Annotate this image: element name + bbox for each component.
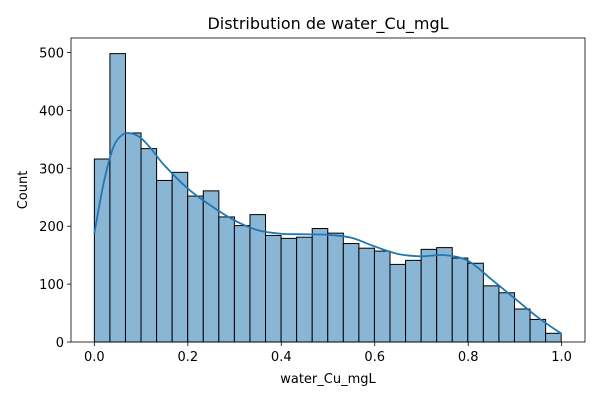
- histogram-bar: [156, 179, 173, 343]
- histogram-bar: [202, 190, 220, 343]
- histogram-bar: [513, 308, 531, 343]
- histogram-bar: [171, 171, 189, 343]
- histogram-bar: [498, 292, 515, 343]
- x-tick-label: 0.6: [364, 350, 385, 365]
- histogram-bar: [451, 257, 469, 343]
- y-tick-label: 0: [56, 336, 64, 351]
- y-tick-label: 200: [39, 220, 64, 235]
- histogram-bar: [482, 285, 500, 343]
- histogram-bar: [249, 214, 267, 343]
- histogram-bar: [358, 247, 375, 343]
- histogram-bar: [467, 262, 484, 343]
- histogram-bar: [124, 132, 142, 343]
- y-tick-label: 400: [39, 104, 64, 119]
- y-tick-label: 500: [39, 46, 64, 61]
- histogram-bar: [389, 263, 407, 343]
- histogram-bar: [405, 259, 422, 343]
- histogram-bar: [265, 234, 282, 343]
- histogram-bar: [529, 318, 547, 343]
- y-tick-label: 300: [39, 162, 64, 177]
- histogram-bar: [187, 195, 204, 343]
- histogram-bar: [140, 148, 158, 343]
- y-tick-label: 100: [39, 278, 64, 293]
- histogram-bar: [311, 228, 329, 343]
- histogram-bars: [93, 53, 562, 343]
- histogram-bar: [109, 53, 126, 343]
- x-tick-label: 0.4: [271, 350, 292, 365]
- histogram-bar: [436, 247, 453, 343]
- x-tick-label: 0.8: [458, 350, 479, 365]
- kde-curve: [93, 132, 563, 335]
- histogram-bar: [233, 225, 251, 343]
- x-axis-ticks: 0.0 0.2 0.4 0.6 0.8 1.0: [84, 342, 572, 365]
- y-axis-title: Count: [16, 171, 31, 210]
- chart-title: Distribution de water_Cu_mgL: [207, 14, 448, 34]
- plot-frame: [70, 37, 586, 343]
- histogram-bar: [280, 237, 298, 343]
- y-axis-ticks: 0 100 200 300 400 500: [39, 46, 71, 351]
- histogram-bar: [296, 236, 313, 343]
- histogram-bar: [420, 248, 438, 343]
- x-axis-title: water_Cu_mgL: [280, 372, 376, 387]
- x-tick-label: 1.0: [551, 350, 572, 365]
- histogram-bar: [327, 232, 344, 343]
- x-tick-label: 0.2: [177, 350, 198, 365]
- histogram-bar: [342, 243, 360, 343]
- histogram-bar: [373, 250, 391, 343]
- histogram-bar: [218, 216, 235, 343]
- x-tick-label: 0.0: [84, 350, 105, 365]
- histogram-bar: [545, 332, 562, 343]
